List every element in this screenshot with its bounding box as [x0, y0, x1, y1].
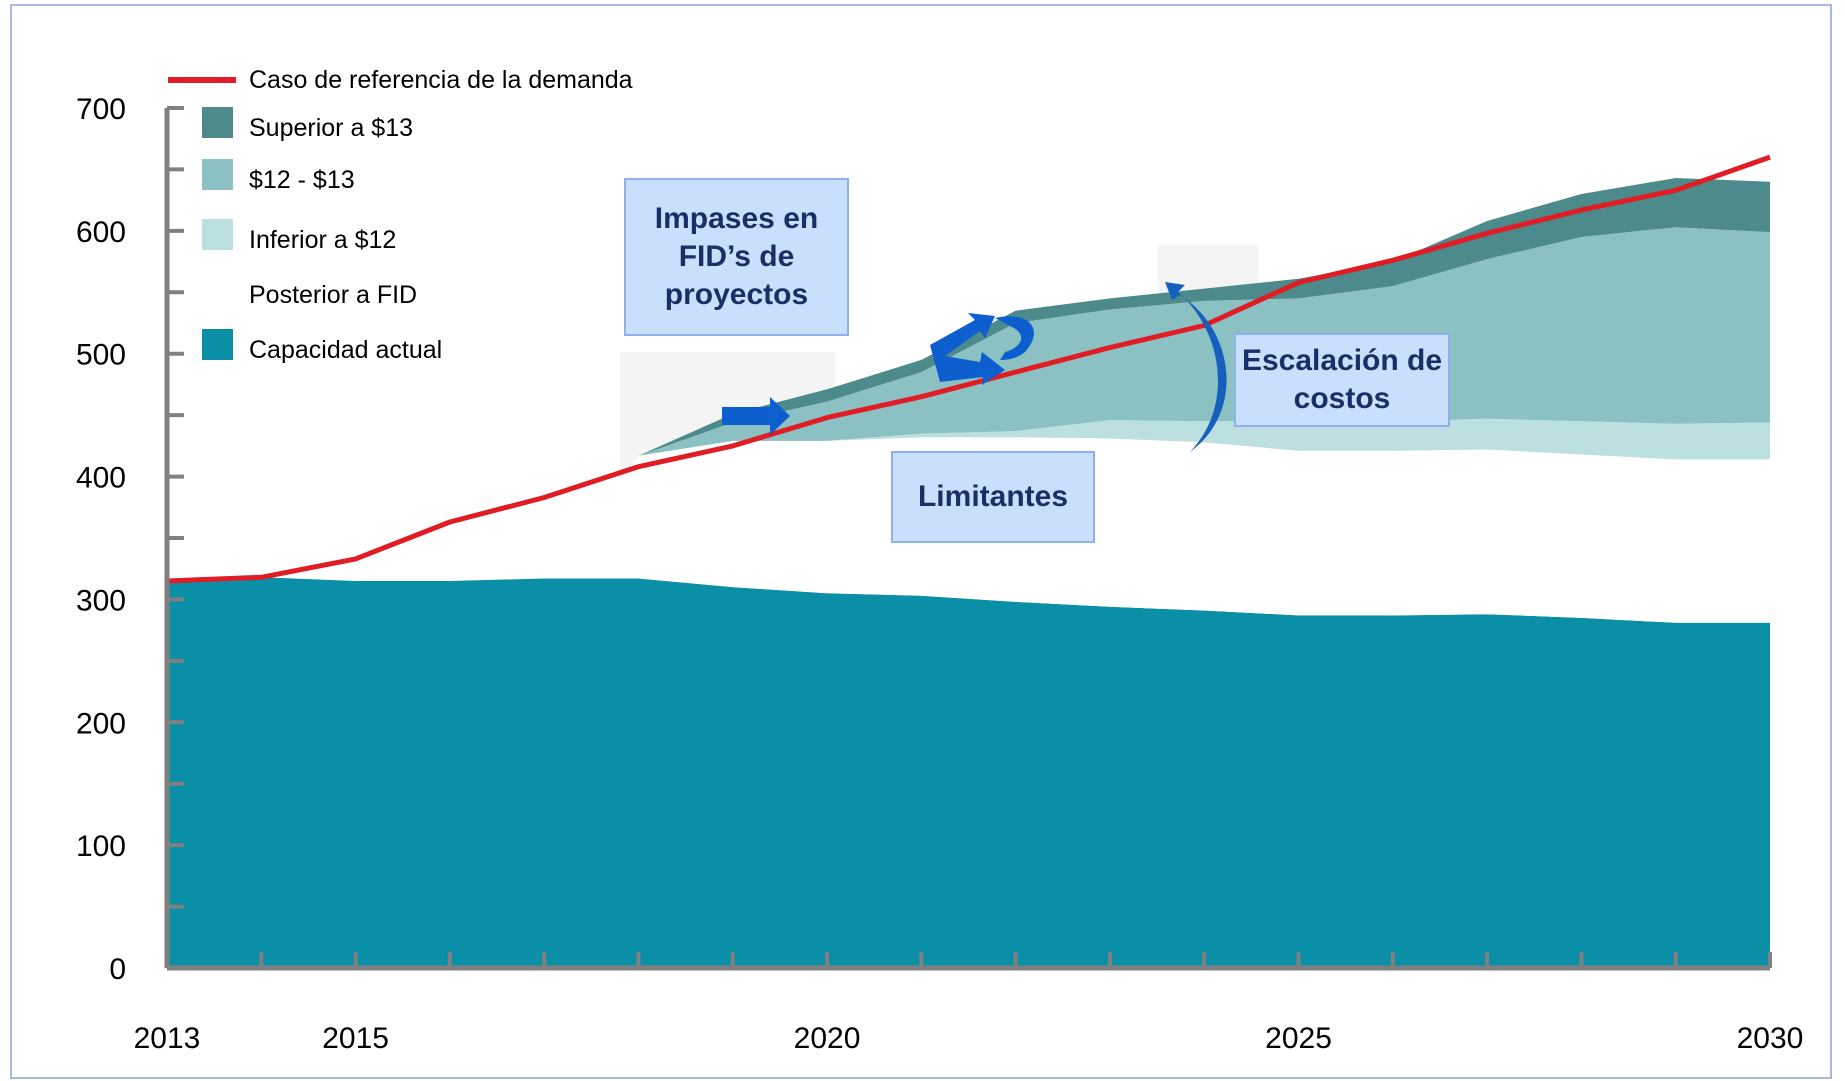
x-tick-label: 2020	[794, 1022, 861, 1055]
legend-swatch	[202, 107, 233, 138]
x-axis-labels: 2013 2015 2020 2025 2030	[134, 1022, 1804, 1055]
chart-frame	[10, 4, 1832, 1079]
curved-arrow-icon	[995, 316, 1034, 360]
legend-label: Superior a $13	[249, 114, 413, 142]
area-series-4	[167, 178, 1770, 581]
legend-label: Posterior a FID	[249, 281, 417, 309]
y-tick-label: 400	[76, 462, 126, 495]
x-tick-label: 2013	[134, 1022, 201, 1055]
right-arrow-icon	[722, 397, 790, 435]
annotation-limitantes-text: Limitantes	[917, 480, 1069, 513]
demand-line-group	[166, 154, 1771, 584]
demand-line	[166, 154, 1771, 584]
y-axis-labels: 0 100 200 300 400 500 600 700	[76, 93, 126, 986]
y-tick-label: 300	[76, 584, 126, 617]
legend-swatch	[202, 159, 233, 190]
legend-swatch	[202, 219, 233, 250]
annotation-limitantes: Limitantes	[891, 451, 1095, 543]
annotation-arrows	[722, 282, 1227, 452]
y-tick-label: 100	[76, 830, 126, 863]
annotation-escalacion: Escalación de costos	[1234, 333, 1450, 427]
split-arrow-icon	[930, 313, 1005, 385]
legend-label: Inferior a $12	[249, 226, 396, 254]
legend-label: Caso de referencia de la demanda	[249, 66, 633, 94]
y-tick-label: 500	[76, 339, 126, 372]
annotation-impases: Impases en FID’s de proyectos	[624, 178, 849, 336]
legend-label: Capacidad actual	[249, 336, 442, 364]
area-series-3	[167, 227, 1770, 581]
x-tick-label: 2025	[1265, 1022, 1332, 1055]
legend: Caso de referencia de la demanda Superior…	[168, 66, 633, 364]
legend-swatch	[202, 329, 233, 360]
y-tick-label: 600	[76, 216, 126, 249]
y-tick-label: 0	[109, 953, 126, 986]
area-series-2	[167, 418, 1770, 581]
annotation-impases-text: Impases en FID’s de proyectos	[654, 202, 819, 311]
y-tick-label: 200	[76, 707, 126, 740]
legend-label: $12 - $13	[249, 166, 355, 194]
area-series-0	[167, 577, 1770, 968]
annotation-escalacion-text: Escalación de costos	[1241, 344, 1443, 415]
y-tick-label: 700	[76, 93, 126, 126]
axes	[164, 106, 1772, 971]
x-tick-label: 2015	[322, 1022, 389, 1055]
x-tick-label: 2030	[1737, 1022, 1804, 1055]
